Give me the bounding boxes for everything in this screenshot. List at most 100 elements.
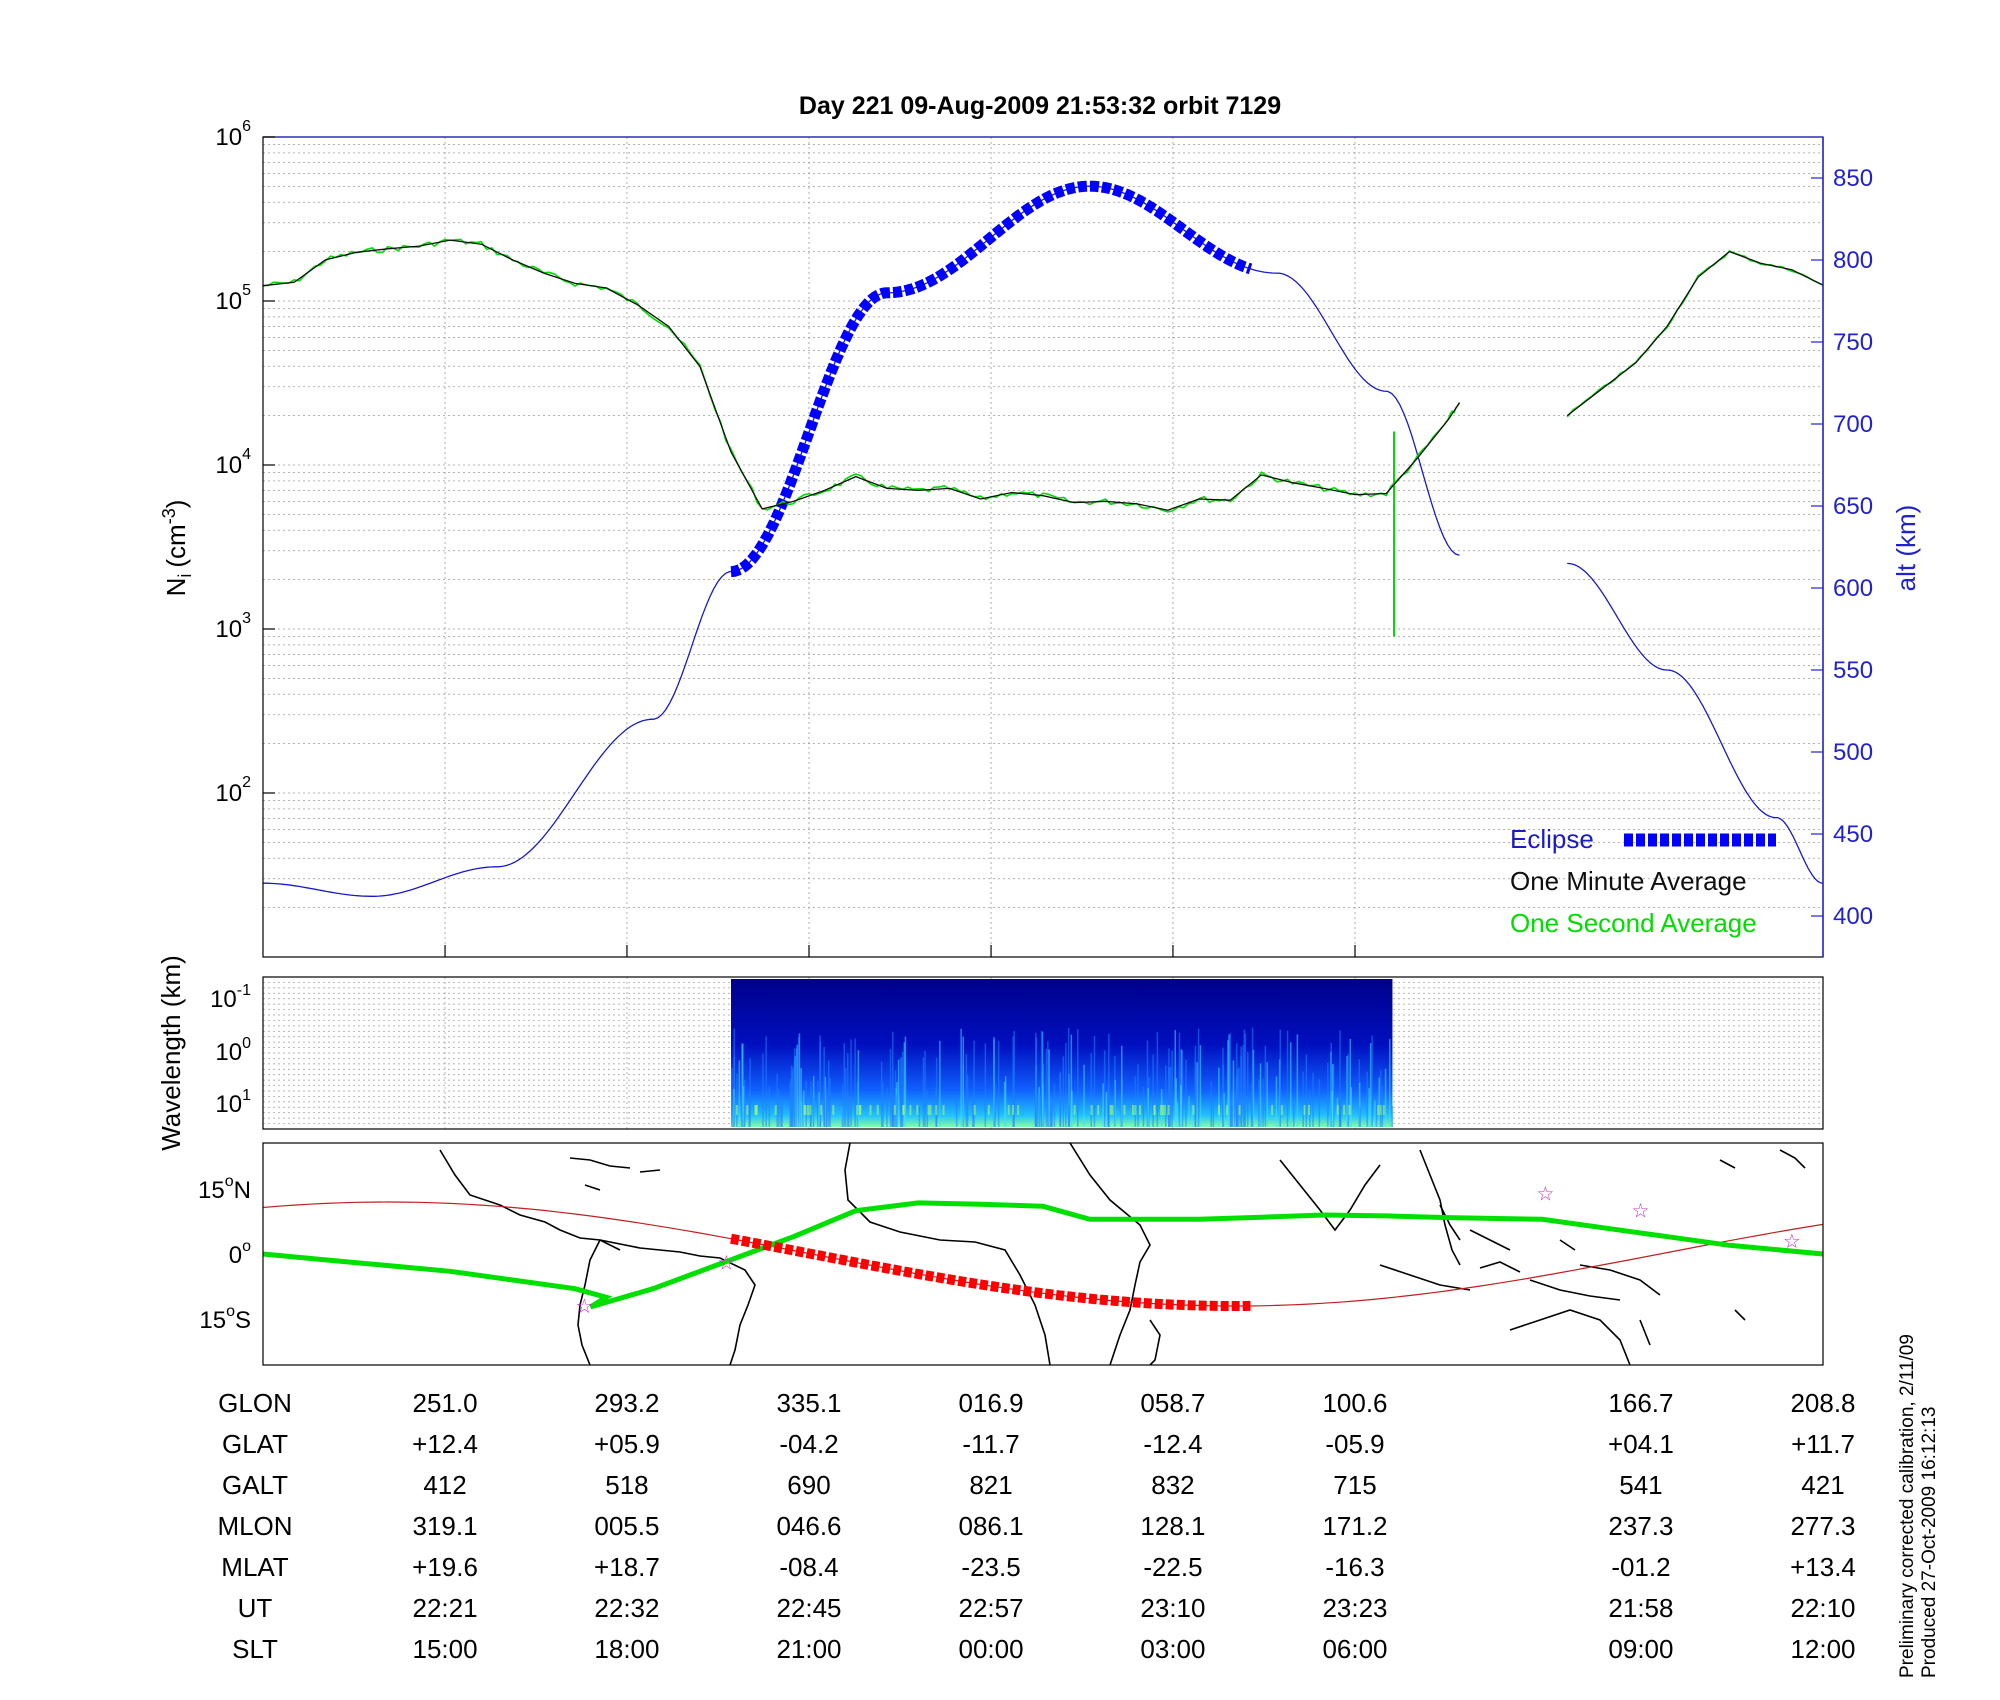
- spectrogram-tick-label: 10-1: [210, 982, 251, 1013]
- table-cell: 046.6: [776, 1511, 841, 1541]
- map-lat-tick-label: 15oS: [199, 1303, 251, 1334]
- spectrogram-tick-label: 101: [215, 1087, 251, 1118]
- table-header: SLT: [232, 1634, 278, 1664]
- table-cell: 12:00: [1790, 1634, 1855, 1664]
- table-cell: 09:00: [1608, 1634, 1673, 1664]
- table-cell: 171.2: [1322, 1511, 1387, 1541]
- table-cell: 100.6: [1322, 1388, 1387, 1418]
- right-tick-label: 850: [1833, 165, 1873, 192]
- table-cell: +05.9: [594, 1429, 660, 1459]
- right-tick-label: 400: [1833, 903, 1873, 930]
- station-star-icon: ☆: [1632, 1199, 1650, 1223]
- ephemeris-table: GLON GLAT GALT MLON MLAT UT SLT 251.0 +12.4 412 31…: [217, 1388, 1855, 1664]
- station-star-icon: ☆: [1783, 1229, 1801, 1253]
- station-star-icon: ☆: [717, 1251, 735, 1275]
- left-tick-label: 104: [215, 446, 251, 479]
- table-cell: 821: [969, 1470, 1012, 1500]
- table-header: MLAT: [221, 1552, 289, 1582]
- table-header: MLON: [217, 1511, 292, 1541]
- table-cell: 166.7: [1608, 1388, 1673, 1418]
- right-axis-ticks: 400 450 500 550 600 650 700 750 800 850: [1811, 165, 1873, 930]
- table-cell: +19.6: [412, 1552, 478, 1582]
- table-cell: -23.5: [961, 1552, 1020, 1582]
- left-tick-label: 106: [215, 118, 251, 151]
- legend-eclipse-label: Eclipse: [1510, 824, 1594, 854]
- right-tick-label: 550: [1833, 657, 1873, 684]
- x-axis-ticks: [444, 945, 1356, 957]
- table-cell: 00:00: [959, 1634, 1024, 1664]
- map-lat-tick-label: 0o: [229, 1238, 251, 1269]
- eclipse-series: [730, 180, 1253, 578]
- table-cell: 208.8: [1790, 1388, 1855, 1418]
- table-cell: 293.2: [594, 1388, 659, 1418]
- table-cell: +13.4: [1790, 1552, 1856, 1582]
- table-cell: 715: [1333, 1470, 1376, 1500]
- right-tick-label: 500: [1833, 739, 1873, 766]
- table-cell: -08.4: [779, 1552, 838, 1582]
- table-cell: -16.3: [1325, 1552, 1384, 1582]
- right-tick-label: 700: [1833, 411, 1873, 438]
- left-axis-ticks: 102 103 104 105 106: [215, 118, 275, 807]
- table-cell: +04.1: [1608, 1429, 1674, 1459]
- table-cell: 690: [787, 1470, 830, 1500]
- table-cell: 058.7: [1140, 1388, 1205, 1418]
- left-tick-label: 102: [215, 774, 251, 807]
- side-note-line1: Preliminary corrected calibration, 2/11/…: [1897, 1334, 1918, 1678]
- table-cell: 06:00: [1322, 1634, 1387, 1664]
- table-cell: 832: [1151, 1470, 1194, 1500]
- legend: Eclipse One Minute Average One Second Av…: [1510, 824, 1776, 938]
- table-cell: 15:00: [413, 1634, 478, 1664]
- table-cell: 005.5: [594, 1511, 659, 1541]
- right-tick-label: 450: [1833, 821, 1873, 848]
- table-cell: 21:58: [1608, 1593, 1673, 1623]
- station-star-icon: ☆: [575, 1294, 593, 1318]
- spectrogram-tick-label: 100: [215, 1035, 251, 1066]
- table-cell: -11.7: [962, 1429, 1019, 1459]
- spectrogram-y-ticks: 10-1 100 101: [210, 982, 251, 1118]
- table-header: UT: [238, 1593, 273, 1623]
- table-cell: 22:10: [1790, 1593, 1855, 1623]
- table-cell: 421: [1801, 1470, 1844, 1500]
- table-cell: 237.3: [1608, 1511, 1673, 1541]
- spectrogram-panel: 10-1 100 101 Wavelength (km): [156, 955, 1824, 1151]
- dip-equator-line: [262, 1201, 1824, 1307]
- table-cell: 518: [605, 1470, 648, 1500]
- left-tick-label: 105: [215, 282, 251, 315]
- right-tick-label: 750: [1833, 329, 1873, 356]
- table-cell: 541: [1619, 1470, 1662, 1500]
- altitude-series: [263, 185, 1824, 897]
- ion-density-axis-label: Ni(cm-3): [159, 500, 195, 597]
- spectrogram-heatmap: [731, 979, 1393, 1128]
- table-cell: +18.7: [594, 1552, 660, 1582]
- table-cell: 18:00: [594, 1634, 659, 1664]
- table-cell: 22:21: [413, 1593, 478, 1623]
- wavelength-axis-label: Wavelength (km): [156, 955, 186, 1151]
- right-tick-label: 800: [1833, 247, 1873, 274]
- station-star-icon: ☆: [1536, 1181, 1554, 1205]
- right-tick-label: 650: [1833, 493, 1873, 520]
- table-header: GLAT: [222, 1429, 288, 1459]
- ground-track-map-panel: ☆ ☆ ☆ ☆ ☆ 15oN 0o 15oS: [198, 1142, 1824, 1366]
- table-cell: 335.1: [776, 1388, 841, 1418]
- map-lat-tick-label: 15oN: [198, 1173, 251, 1204]
- table-cell: 23:23: [1322, 1593, 1387, 1623]
- table-cell: 016.9: [959, 1388, 1024, 1418]
- table-cell: -12.4: [1143, 1429, 1202, 1459]
- table-cell: 128.1: [1140, 1511, 1205, 1541]
- coastlines: [439, 1142, 1806, 1366]
- altitude-axis-label: alt (km): [1891, 505, 1921, 592]
- right-tick-label: 600: [1833, 575, 1873, 602]
- table-header: GLON: [218, 1388, 292, 1418]
- table-cell: -05.9: [1325, 1429, 1384, 1459]
- table-cell: 412: [423, 1470, 466, 1500]
- one-minute-average-series: [262, 239, 1824, 511]
- chart-title: Day 221 09-Aug-2009 21:53:32 orbit 7129: [799, 92, 1281, 120]
- table-cell: +12.4: [412, 1429, 478, 1459]
- table-header: GALT: [222, 1470, 288, 1500]
- table-cell: 21:00: [776, 1634, 841, 1664]
- table-cell: -01.2: [1611, 1552, 1670, 1582]
- ion-density-grid: [263, 137, 1823, 958]
- table-cell: +11.7: [1791, 1429, 1855, 1459]
- ground-track-eclipse: [730, 1233, 1251, 1311]
